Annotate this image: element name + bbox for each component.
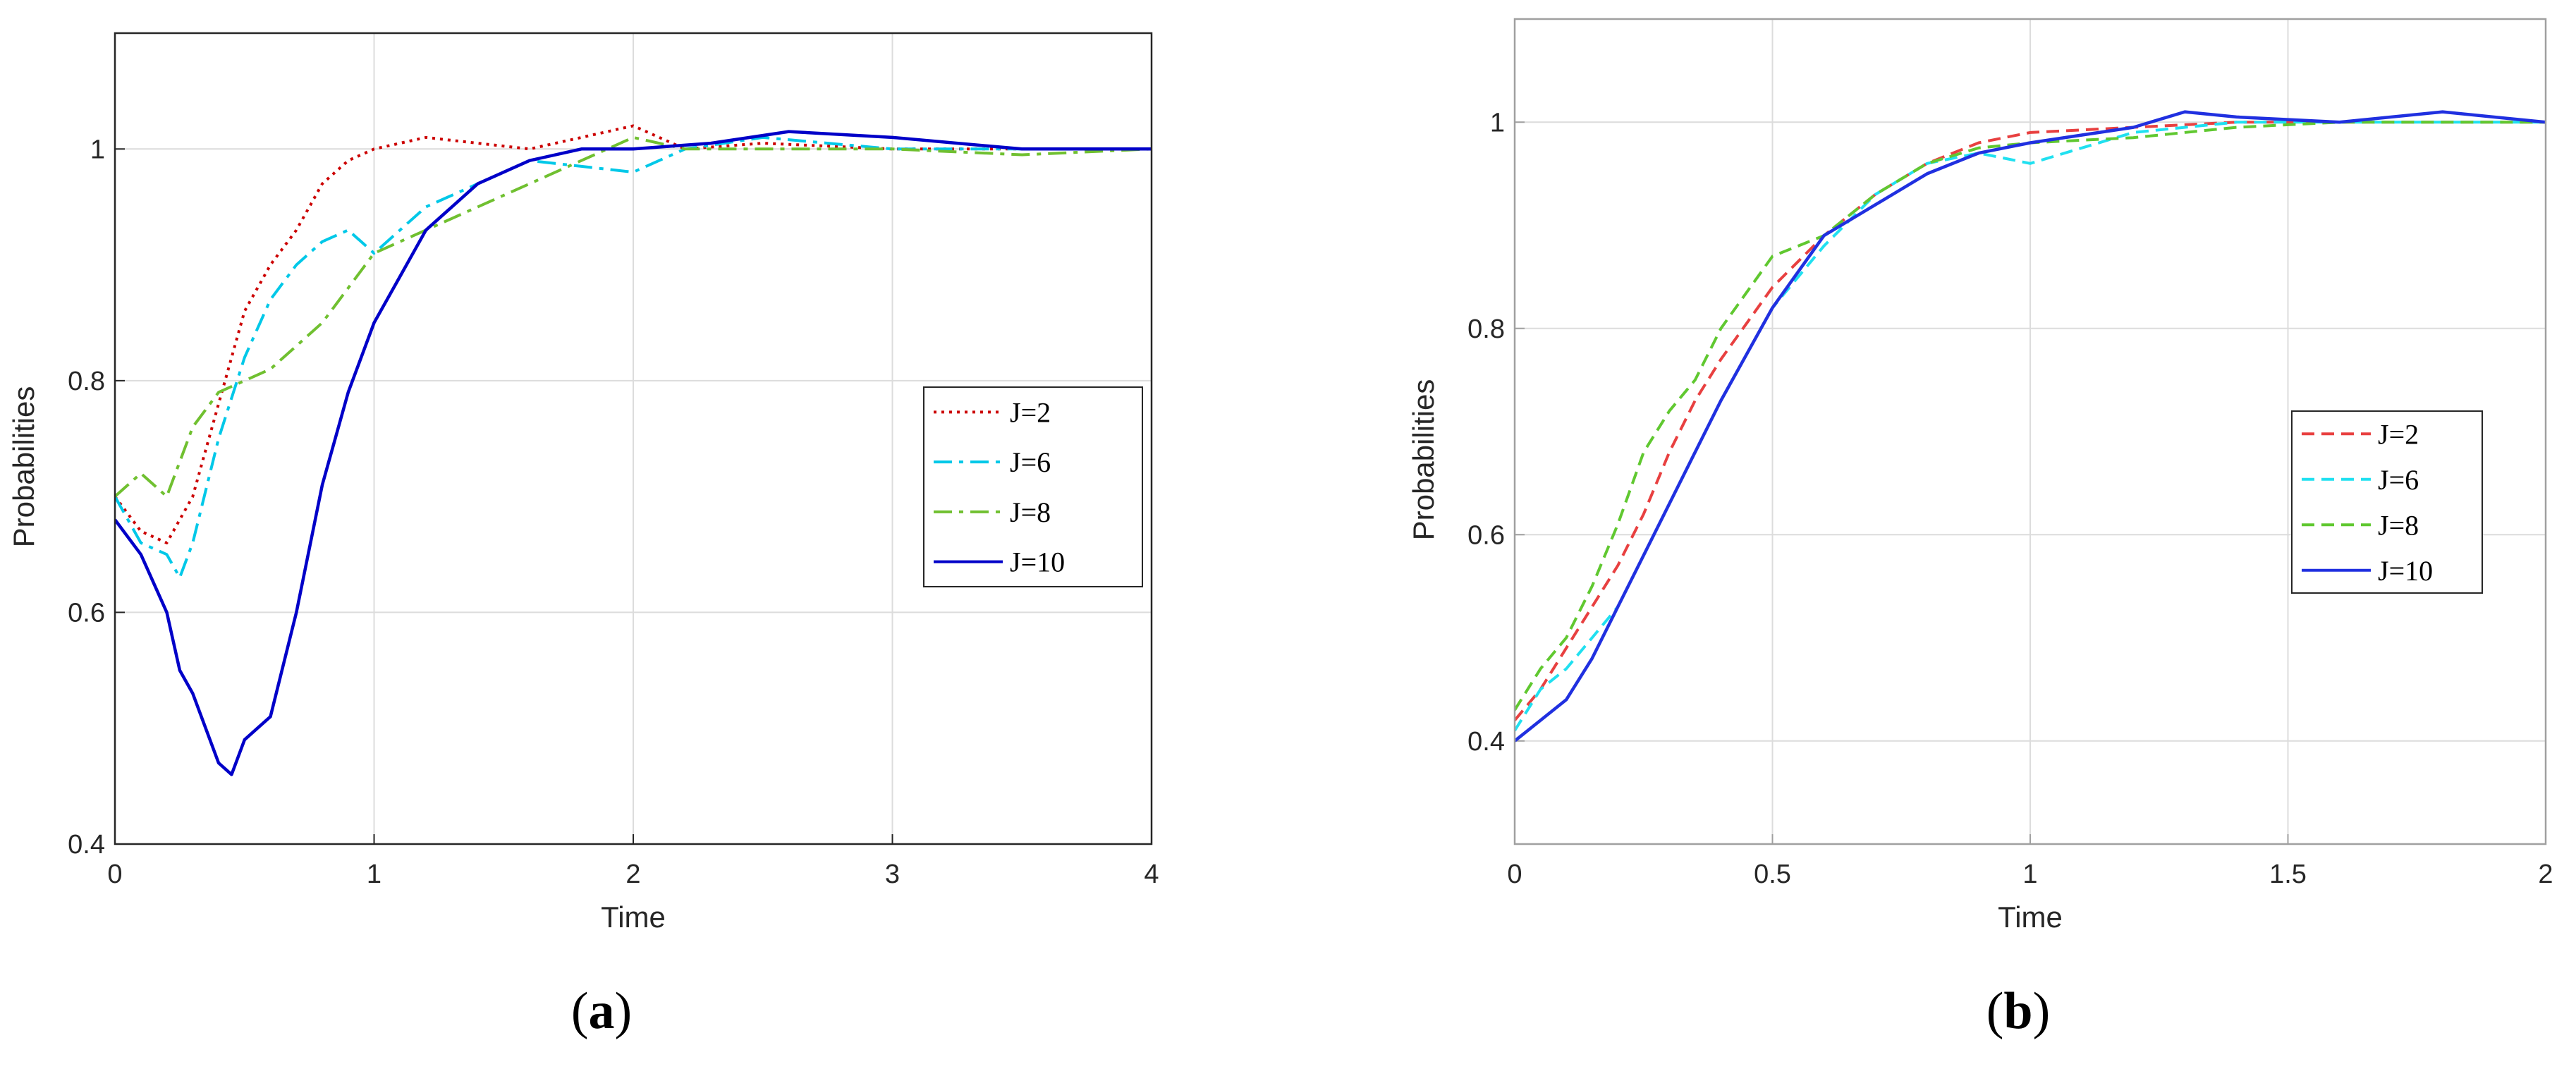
- y-tick-label: 1: [90, 135, 105, 164]
- axes-frame: [114, 32, 1153, 845]
- x-tick-label: 3: [885, 860, 900, 889]
- y-tick-label: 0.4: [1467, 727, 1505, 757]
- legend-label: J=6: [1010, 446, 1051, 478]
- x-tick-label: 0: [107, 860, 122, 889]
- y-axis-label: Probabilities: [1407, 379, 1440, 541]
- panel-label: (b): [1986, 982, 2050, 1040]
- y-tick-label: 0.8: [68, 367, 105, 396]
- y-tick-label: 0.8: [1467, 314, 1505, 344]
- series-line-j-10: [1515, 110, 2546, 743]
- y-tick-label: 0.4: [68, 830, 105, 860]
- series-line-j-2: [1515, 121, 2546, 721]
- x-tick-label: 1.5: [2269, 860, 2307, 889]
- panel-label-letter: a: [589, 982, 615, 1040]
- series-line-j-8: [115, 135, 1152, 499]
- x-tick-label: 4: [1144, 860, 1159, 889]
- y-axis-label: Probabilities: [7, 386, 40, 548]
- legend-label: J=2: [1010, 396, 1051, 428]
- x-tick-label: 1: [367, 860, 381, 889]
- series-line-j-6: [1515, 121, 2546, 732]
- legend-box: [923, 386, 1143, 587]
- series-line-j-10: [115, 130, 1152, 776]
- x-tick-label: 1: [2022, 860, 2037, 889]
- y-tick-label: 0.6: [1467, 520, 1505, 550]
- x-tick-label: 2: [625, 860, 640, 889]
- panel-label-open: (: [1986, 982, 2004, 1040]
- x-axis-label: Time: [1998, 900, 2063, 934]
- series-line-j-8: [1515, 121, 2546, 711]
- legend-label: J=10: [2378, 555, 2433, 587]
- axes-frame: [1513, 18, 2547, 845]
- series-line-j-6: [115, 135, 1152, 580]
- x-tick-label: 0: [1507, 860, 1522, 889]
- panel-label-close: ): [615, 982, 633, 1040]
- legend-label: J=6: [2378, 464, 2419, 496]
- x-tick-label: 0.5: [1754, 860, 1791, 889]
- panel-label-close: ): [2033, 982, 2051, 1040]
- y-tick-label: 1: [1490, 108, 1505, 138]
- panel-label-letter: b: [2003, 982, 2032, 1040]
- series-line-j-2: [115, 124, 1152, 544]
- x-axis-label: Time: [601, 900, 666, 934]
- legend-label: J=8: [1010, 496, 1051, 528]
- y-tick-label: 0.6: [68, 598, 105, 628]
- legend-label: J=2: [2378, 418, 2419, 450]
- panel-b: 0 0.5 1 1.5 2 0.4 0.6 0.8 1 Time Probabilities J=2 J…: [1407, 18, 2553, 1040]
- legend-label: J=10: [1010, 546, 1065, 578]
- x-tick-label: 2: [2538, 860, 2553, 889]
- panel-label: (a): [571, 982, 632, 1040]
- panel-a: 0 1 2 3 4 0.4 0.6 0.8 1 Time Probabilities J=2 J=6 J=…: [7, 32, 1159, 1040]
- legend-box: [2291, 410, 2483, 594]
- legend-label: J=8: [2378, 509, 2419, 541]
- panel-label-open: (: [571, 982, 589, 1040]
